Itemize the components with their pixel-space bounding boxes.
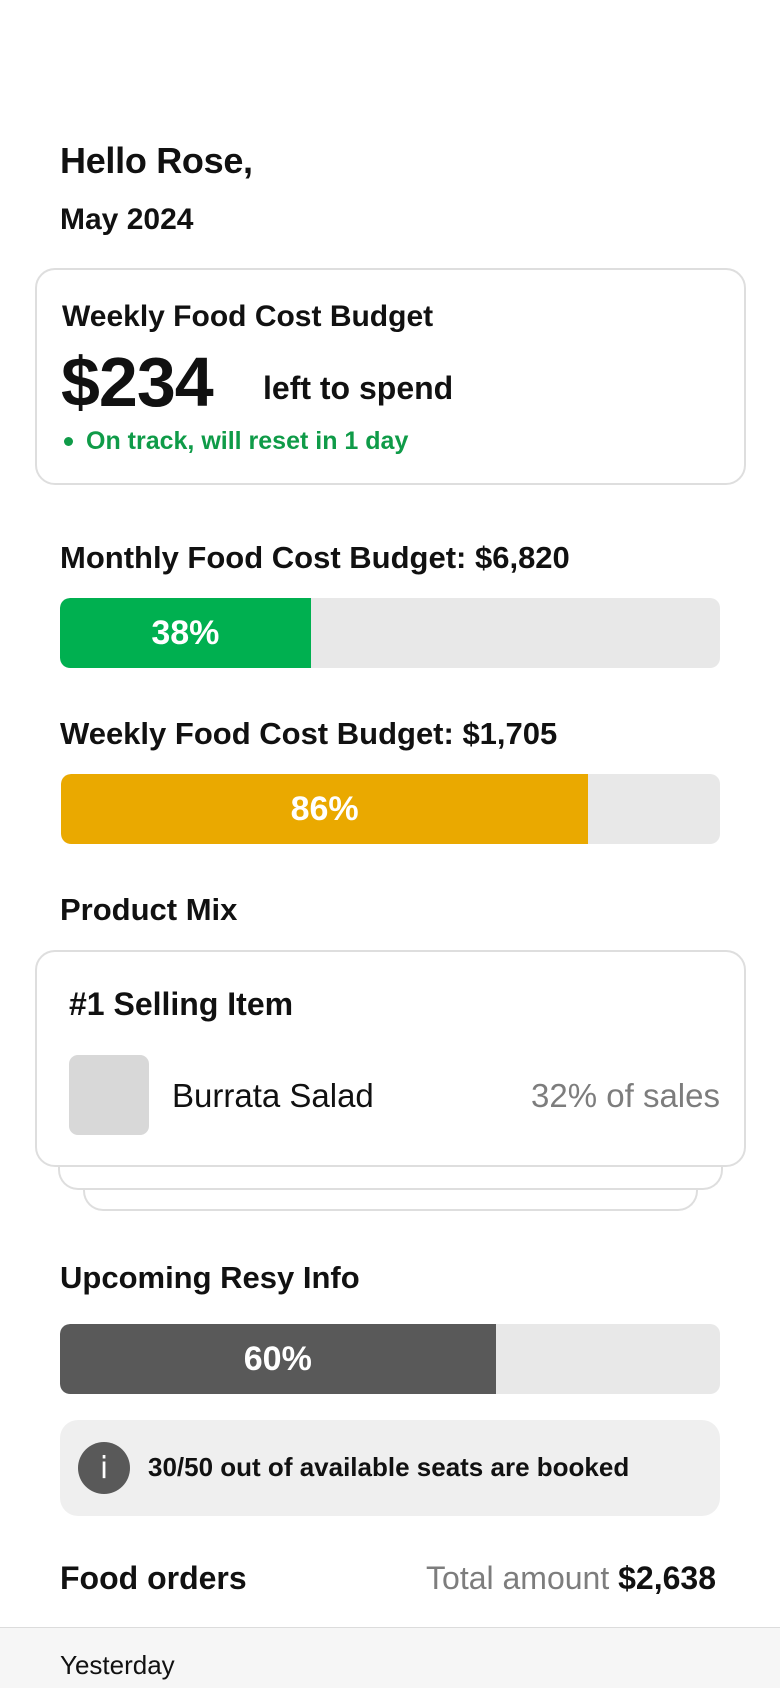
- product-sales-share: 32% of sales: [531, 1077, 720, 1114]
- budget-status: On track, will reset in 1 day: [62, 427, 408, 456]
- top-selling-item-card[interactable]: #1 Selling Item Burrata Salad 32% of sal…: [35, 950, 746, 1167]
- resy-booking-progress-fill: 60%: [60, 1324, 496, 1394]
- weekly-budget-title: Weekly Food Cost Budget: $1,705: [60, 716, 558, 751]
- total-amount-value: $2,638: [618, 1560, 716, 1596]
- food-orders-title: Food orders: [60, 1560, 247, 1596]
- seats-info-text: 30/50 out of available seats are booked: [148, 1452, 630, 1482]
- resy-booking-progress-bar: 60%: [60, 1324, 720, 1394]
- budget-status-text: On track, will reset in 1 day: [86, 427, 409, 455]
- monthly-budget-title: Monthly Food Cost Budget: $6,820: [60, 540, 570, 575]
- product-name: Burrata Salad: [172, 1077, 374, 1114]
- product-thumbnail: [69, 1055, 149, 1135]
- status-dot-icon: [64, 437, 73, 446]
- orders-day-header: Yesterday: [0, 1627, 780, 1688]
- remaining-amount-caption: left to spend: [263, 370, 454, 406]
- weekly-budget-summary-card[interactable]: Weekly Food Cost Budget $234 left to spe…: [35, 268, 746, 485]
- resy-booking-percent: 60%: [243, 1339, 312, 1378]
- month-label: May 2024: [60, 203, 194, 236]
- weekly-budget-percent: 86%: [290, 789, 359, 828]
- day-label: Yesterday: [60, 1650, 175, 1680]
- greeting: Hello Rose,: [60, 140, 253, 181]
- seats-info-banner: i 30/50 out of available seats are booke…: [60, 1420, 720, 1516]
- remaining-amount: $234: [61, 343, 214, 421]
- food-orders-total: Total amount $2,638: [426, 1560, 716, 1597]
- top-selling-item-title: #1 Selling Item: [69, 986, 294, 1022]
- monthly-budget-progress-fill: 38%: [60, 598, 311, 668]
- total-amount-label: Total amount: [426, 1560, 610, 1596]
- weekly-budget-progress-fill: 86%: [61, 774, 589, 844]
- info-icon[interactable]: i: [78, 1442, 130, 1494]
- weekly-budget-progress-bar: 86%: [61, 774, 720, 844]
- weekly-summary-title: Weekly Food Cost Budget: [62, 300, 434, 333]
- resy-title: Upcoming Resy Info: [60, 1260, 360, 1295]
- product-mix-title: Product Mix: [60, 892, 238, 927]
- monthly-budget-percent: 38%: [151, 613, 220, 652]
- monthly-budget-progress-bar: 38%: [60, 598, 720, 668]
